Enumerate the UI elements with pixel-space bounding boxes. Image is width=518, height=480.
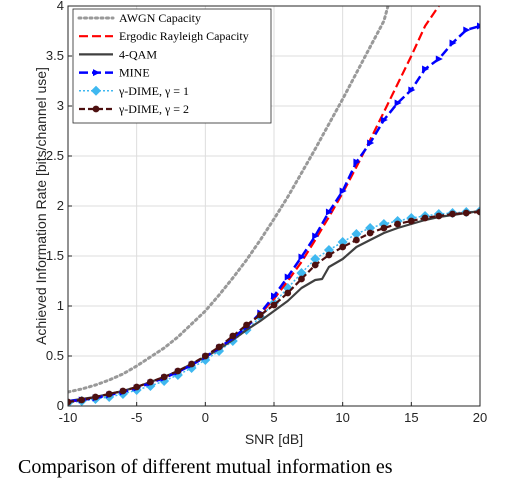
data-point	[147, 378, 154, 386]
data-point	[476, 208, 480, 216]
data-point	[243, 321, 250, 329]
data-point	[339, 243, 347, 251]
series-1	[68, 6, 440, 404]
data-point	[201, 352, 209, 360]
data-point	[449, 39, 457, 47]
data-point	[298, 275, 305, 283]
legend: AWGN Capacity Ergodic Rayleigh Capacity 4-…	[72, 8, 272, 124]
ticks: -10 -5 0 5 10 15 20 0 0.5 1 1.5 2 2.5 3 3.5 4	[46, 0, 487, 425]
data-point	[78, 396, 86, 404]
data-point	[310, 254, 321, 264]
data-point	[435, 55, 443, 63]
legend-label: γ-DIME, γ = 2	[118, 102, 189, 116]
data-point	[337, 237, 348, 247]
series-line	[68, 6, 440, 404]
legend-label: Ergodic Rayleigh Capacity	[119, 29, 249, 43]
data-point	[367, 139, 375, 147]
legend-item: γ-DIME, γ = 2	[79, 102, 189, 116]
data-point	[271, 292, 278, 300]
data-point	[298, 253, 306, 261]
legend-label: AWGN Capacity	[119, 11, 201, 25]
data-point	[92, 393, 99, 401]
x-tick-label: 10	[335, 410, 349, 425]
data-point	[133, 383, 141, 391]
data-point	[365, 223, 376, 233]
data-point	[366, 229, 374, 237]
y-tick-label: 0	[57, 398, 64, 413]
data-point	[284, 289, 292, 297]
data-point	[351, 229, 362, 239]
legend-item: Ergodic Rayleigh Capacity	[79, 29, 249, 43]
data-point	[407, 217, 415, 225]
x-tick-label: 15	[404, 410, 418, 425]
data-point	[449, 210, 456, 218]
legend-item: γ-DIME, γ = 1	[79, 84, 189, 98]
data-point	[477, 22, 480, 30]
data-point	[394, 99, 402, 107]
legend-label: MINE	[119, 66, 150, 80]
legend-marker	[91, 85, 101, 96]
data-point	[462, 209, 470, 217]
data-point	[229, 332, 237, 340]
data-point	[463, 26, 471, 34]
x-tick-label: -10	[59, 410, 78, 425]
legend-item: 4-QAM	[79, 47, 157, 61]
x-tick-label: 0	[202, 410, 209, 425]
legend-marker	[93, 69, 100, 77]
data-point	[325, 251, 333, 259]
y-tick-label: 1.5	[46, 248, 64, 263]
data-point	[270, 301, 278, 309]
series-0	[68, 6, 390, 394]
legend-label: 4-QAM	[119, 47, 157, 61]
data-point	[256, 311, 264, 319]
data-point	[325, 208, 333, 216]
data-point	[188, 360, 196, 368]
legend-label: γ-DIME, γ = 1	[118, 84, 189, 98]
y-tick-label: 3	[57, 98, 64, 113]
series-line	[68, 6, 390, 394]
y-tick-label: 3.5	[46, 48, 64, 63]
y-tick-label: 2	[57, 198, 64, 213]
y-axis-label: Achieved Information Rate [bits/channel …	[33, 67, 49, 345]
y-tick-label: 4	[57, 0, 64, 13]
y-tick-label: 1	[57, 298, 64, 313]
y-tick-label: 2.5	[46, 148, 64, 163]
legend-item: AWGN Capacity	[77, 11, 201, 25]
x-tick-label: 5	[270, 410, 277, 425]
data-point	[422, 65, 430, 73]
y-tick-label: 0.5	[46, 348, 64, 363]
data-point	[421, 214, 429, 222]
data-point	[311, 261, 319, 269]
data-point	[312, 232, 320, 240]
data-point	[160, 373, 168, 381]
x-axis-label: SNR [dB]	[245, 431, 303, 447]
x-tick-label: 20	[473, 410, 487, 425]
data-point	[394, 220, 401, 228]
legend-item: MINE	[79, 66, 150, 80]
data-point	[339, 187, 347, 195]
data-point	[68, 398, 72, 406]
figure-caption: Comparison of different mutual informati…	[18, 456, 393, 478]
data-point	[353, 236, 360, 244]
data-point	[284, 273, 292, 281]
legend-marker	[92, 105, 100, 113]
data-point	[174, 367, 182, 375]
data-point	[353, 158, 361, 166]
data-point	[408, 86, 416, 94]
data-point	[380, 224, 388, 232]
data-point	[380, 116, 388, 124]
x-tick-label: -5	[131, 410, 143, 425]
data-point	[119, 387, 127, 395]
series-layer	[68, 6, 480, 406]
legend-box	[72, 8, 272, 124]
series-5	[68, 208, 480, 406]
data-point	[215, 343, 223, 351]
data-point	[105, 390, 113, 398]
data-point	[435, 212, 443, 220]
